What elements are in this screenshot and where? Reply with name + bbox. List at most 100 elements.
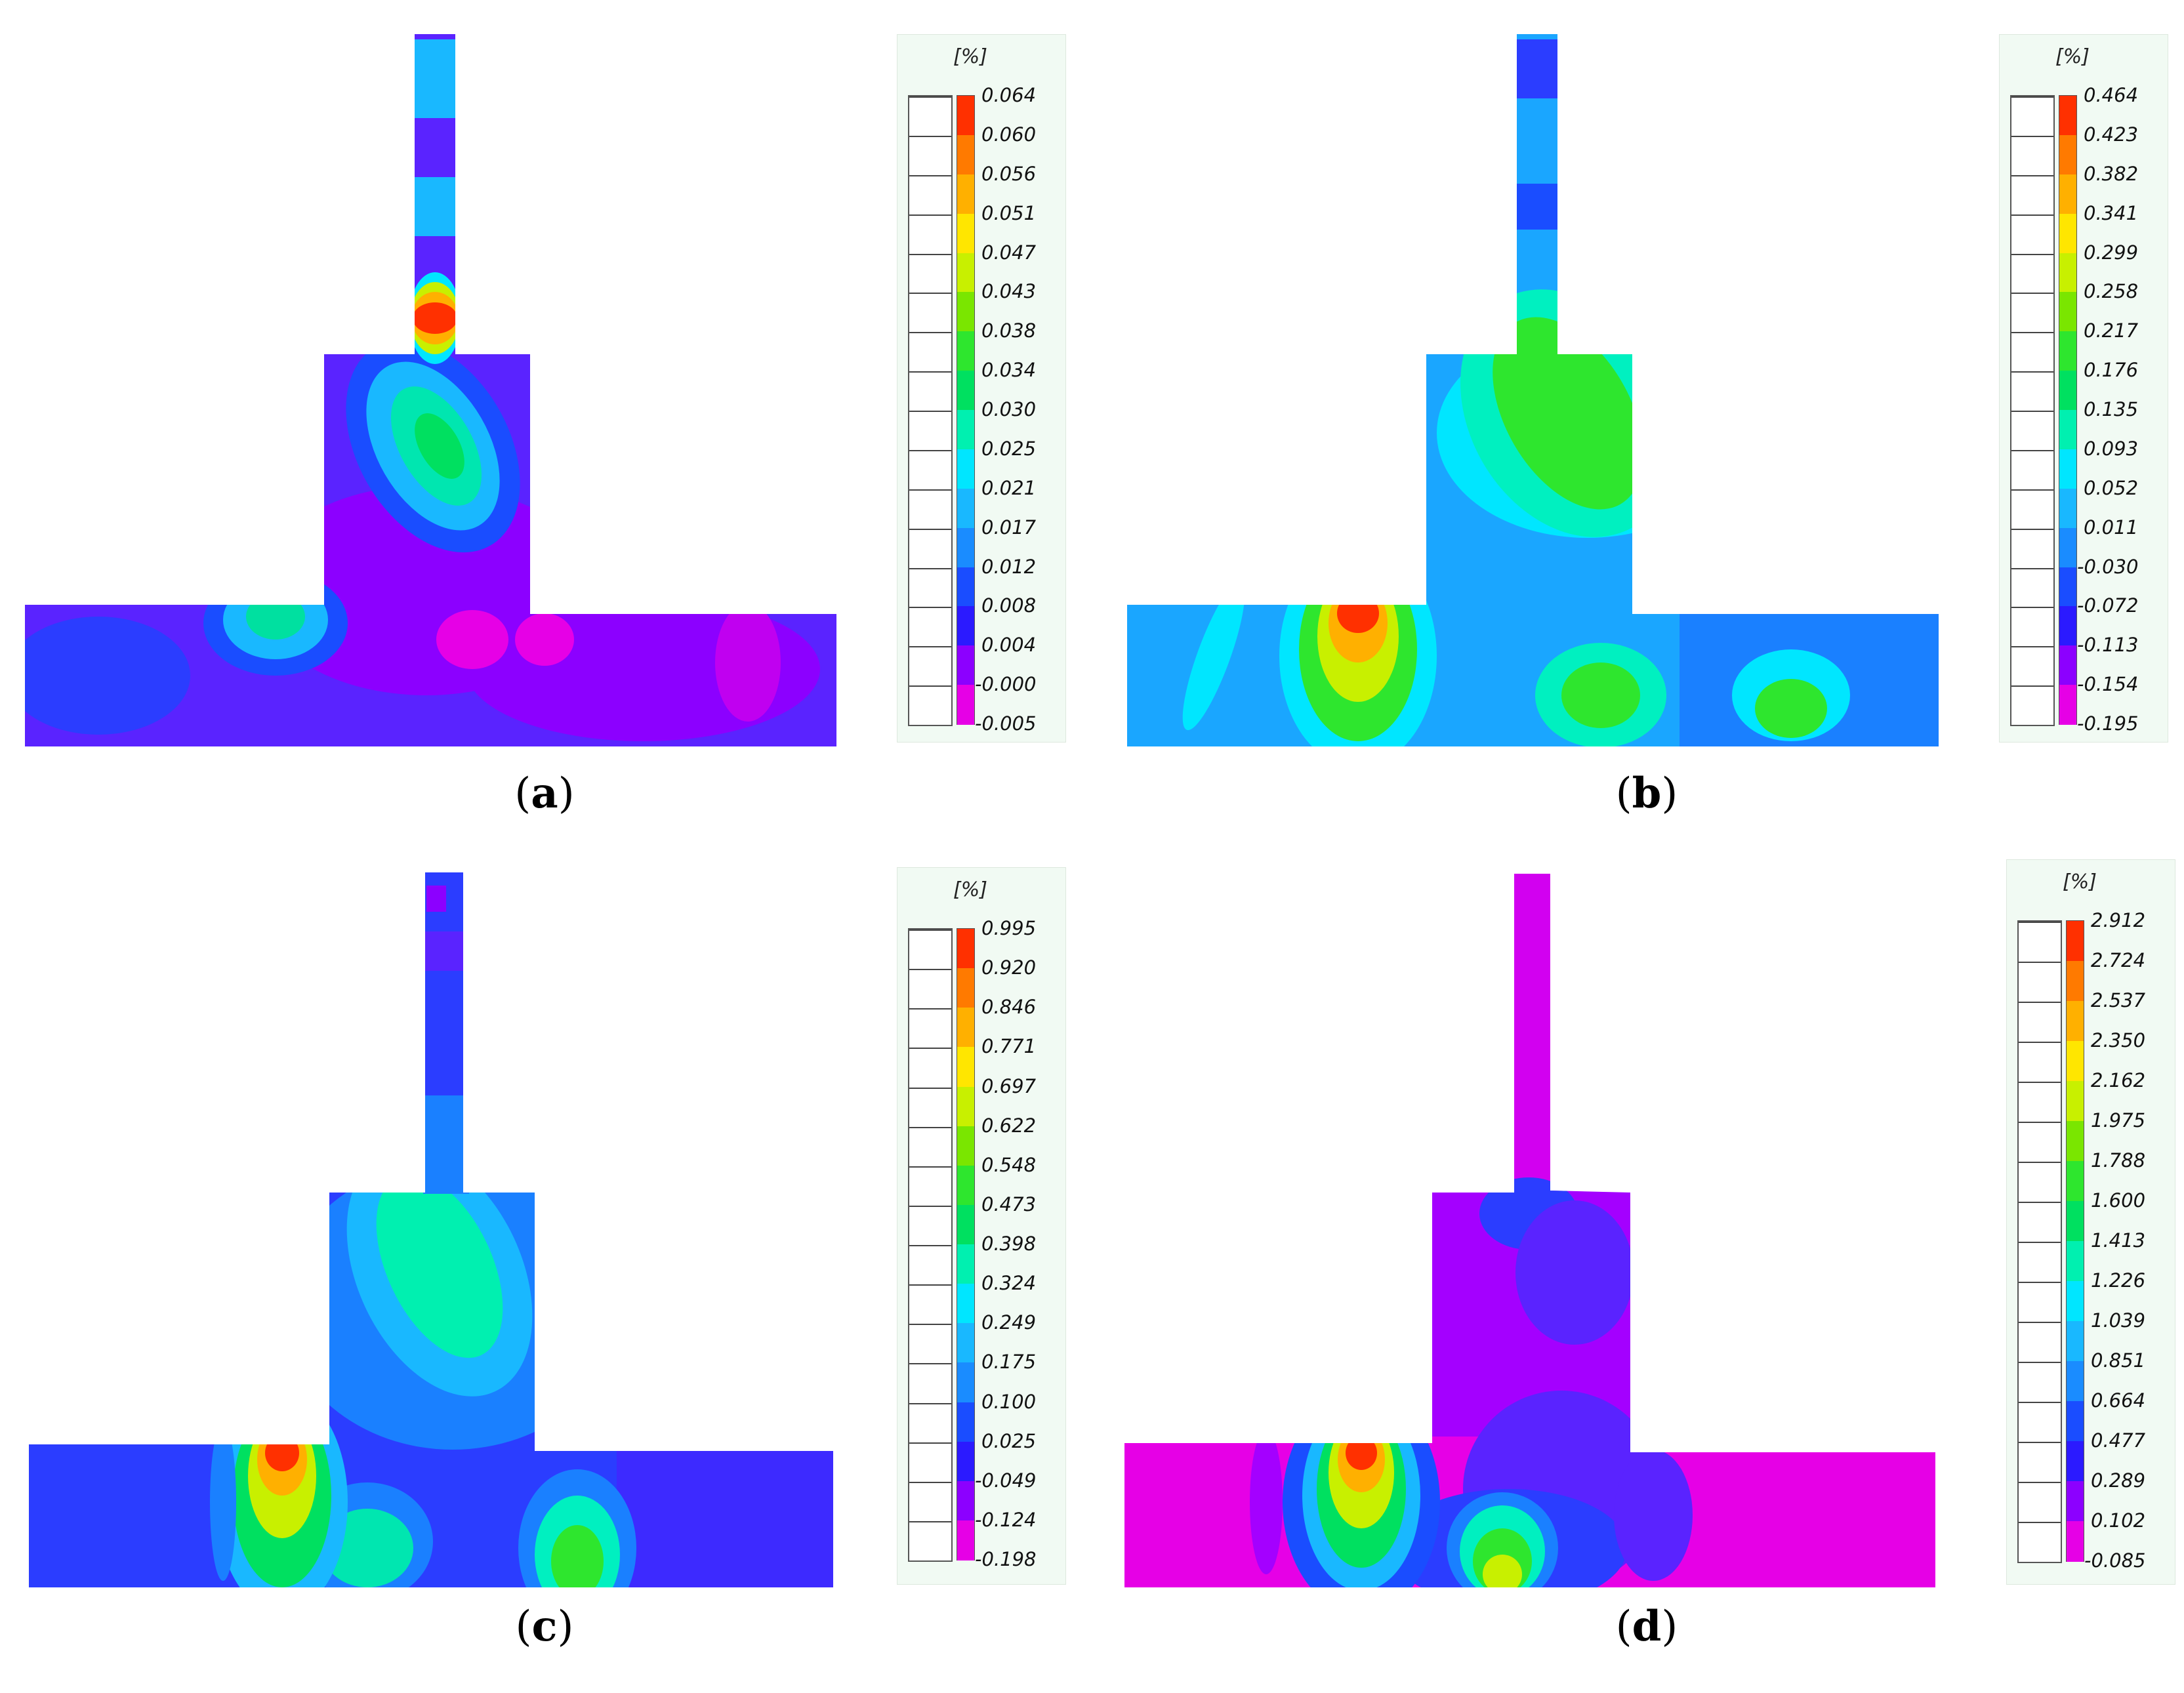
histogram-gridline [2011, 293, 2053, 295]
histogram-gridline [909, 929, 951, 931]
tick-label: 0.100 [981, 1390, 1037, 1413]
tick-label: 2.724 [2091, 949, 2146, 971]
histogram-gridline [909, 1481, 951, 1483]
color-scale-segment [957, 331, 974, 372]
histogram-gridline [909, 174, 951, 176]
histogram-gridline [909, 135, 951, 137]
histogram-gridline [2011, 371, 2053, 373]
legend-unit: [%] [953, 878, 987, 901]
contour-plot-c [29, 872, 833, 1587]
histogram-gridline [2011, 449, 2053, 451]
color-scale-segment [957, 567, 974, 607]
tick-label: -0.049 [975, 1469, 1037, 1492]
tick-label: -0.113 [2077, 634, 2139, 657]
color-scale-segment [2059, 96, 2076, 136]
color-scale-segment [957, 253, 974, 293]
color-scale-segment [957, 968, 974, 1009]
tick-label: 2.912 [2091, 909, 2146, 931]
color-scale-segment [2067, 1121, 2084, 1162]
tick-label: 0.249 [981, 1311, 1037, 1334]
tick-label: 0.258 [2084, 280, 2139, 303]
tick-label: -0.154 [2077, 673, 2139, 696]
histogram-gridline [2019, 922, 2061, 923]
tick-label: 0.299 [2084, 241, 2139, 264]
histogram-gridline [2011, 174, 2053, 176]
histogram-gridline [909, 528, 951, 530]
color-scale-segment [2067, 1201, 2084, 1242]
color-scale-segment [2067, 1241, 2084, 1282]
tick-label: 0.622 [981, 1114, 1037, 1137]
color-scale-segment [2059, 292, 2076, 333]
color-scale-segment [957, 1323, 974, 1364]
tick-label: -0.030 [2077, 555, 2139, 578]
panel-letter: a [531, 769, 558, 818]
color-scale-segment [2067, 1081, 2084, 1122]
color-scale-segment [2067, 1321, 2084, 1362]
histogram-gridline [909, 685, 951, 687]
tick-label: 0.021 [981, 476, 1037, 499]
histogram-gridline [2011, 411, 2053, 412]
histogram-gridline [909, 1324, 951, 1326]
histogram-gridline [2011, 567, 2053, 569]
tick-label: 0.920 [981, 956, 1037, 979]
color-scale-segment [957, 1126, 974, 1166]
tick-label: 0.398 [981, 1233, 1037, 1255]
color-scale-segment [957, 1402, 974, 1442]
color-scale-segment [957, 1441, 974, 1482]
color-scale-segment [957, 1244, 974, 1285]
panel-b: [%] 0.464 0.423 0.382 0.341 0.299 0.258 0.217 0… [1102, 0, 2184, 846]
color-scale-segment [957, 1008, 974, 1048]
tick-label: 0.093 [2084, 437, 2139, 460]
tick-label: 0.004 [981, 634, 1037, 657]
tick-label: -0.085 [2084, 1549, 2146, 1572]
histogram-gridline [2011, 253, 2053, 255]
color-scale-bar [957, 95, 975, 725]
color-scale-segment [957, 96, 974, 136]
legend-unit: [%] [2063, 870, 2097, 893]
histogram-box [2010, 95, 2055, 726]
tick-label: 0.548 [981, 1153, 1037, 1176]
color-scale-segment [957, 410, 974, 450]
tick-label: 0.175 [981, 1351, 1037, 1374]
tick-label: 0.025 [981, 437, 1037, 460]
tick-label: 0.052 [2084, 476, 2139, 499]
tick-label: 0.034 [981, 359, 1037, 382]
contour-plot-a [25, 34, 836, 746]
histogram-gridline [909, 1245, 951, 1246]
histogram-gridline [2019, 1202, 2061, 1203]
histogram-gridline [909, 332, 951, 334]
color-scale-segment [957, 1284, 974, 1324]
histogram-gridline [909, 1520, 951, 1522]
color-scale-segment [2059, 645, 2076, 686]
histogram-gridline [2011, 685, 2053, 687]
tick-label: 0.025 [981, 1429, 1037, 1452]
tick-label: 0.176 [2084, 359, 2139, 382]
color-scale-segment [957, 449, 974, 489]
legend-unit: [%] [2055, 45, 2090, 68]
color-scale-segment [2059, 410, 2076, 450]
histogram-gridline [2019, 1322, 2061, 1323]
color-scale-segment [2067, 1281, 2084, 1322]
tick-label: 0.995 [981, 917, 1037, 939]
color-scale-segment [2059, 567, 2076, 607]
color-scale-segment [957, 685, 974, 725]
histogram-gridline [2019, 1442, 2061, 1443]
histogram-gridline [909, 293, 951, 295]
histogram-gridline [2019, 1282, 2061, 1283]
tick-label: 0.341 [2084, 201, 2139, 224]
panel-a: [%] 0.064 0.060 0.056 0.051 0.047 0.043 0.038 0… [0, 0, 1092, 846]
tick-label: -0.005 [975, 712, 1037, 735]
color-scale-segment [957, 929, 974, 969]
color-scale-segment [957, 606, 974, 647]
histogram-gridline [2011, 96, 2053, 98]
tick-label: -0.124 [975, 1508, 1037, 1531]
color-scale-bar [957, 928, 975, 1560]
histogram-gridline [2011, 528, 2053, 530]
histogram-gridline [2011, 646, 2053, 648]
panel-caption: (a) [514, 769, 575, 818]
tick-label: 2.350 [2091, 1029, 2146, 1051]
tick-label: 0.056 [981, 162, 1037, 185]
histogram-gridline [909, 646, 951, 648]
histogram-gridline [909, 96, 951, 98]
histogram-gridline [2019, 1242, 2061, 1243]
